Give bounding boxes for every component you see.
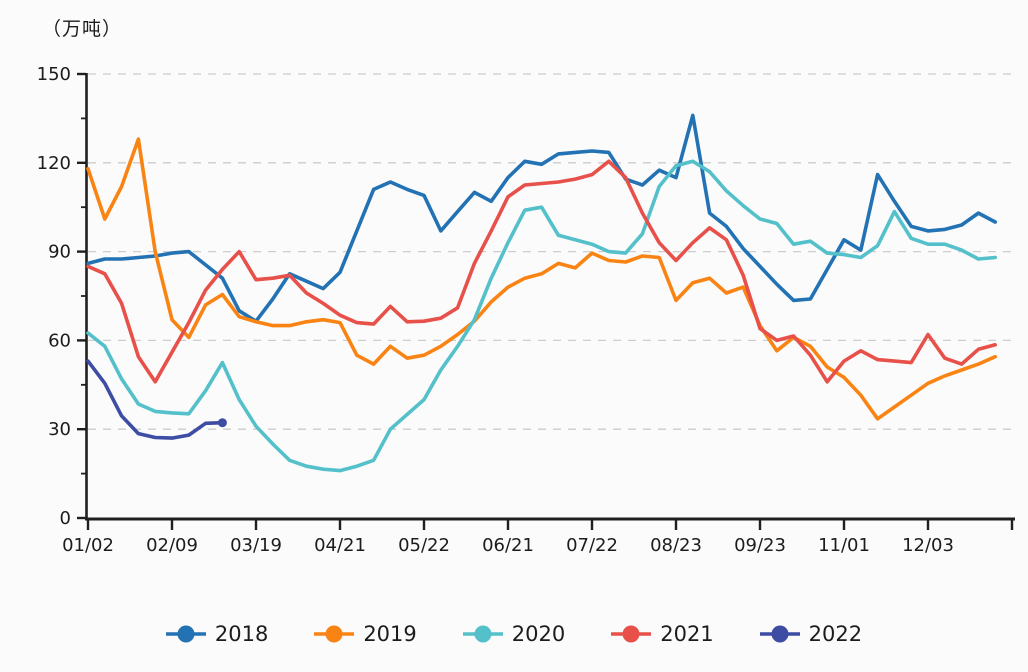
y-tick-label-120: 120 (37, 153, 71, 174)
x-tick-label-10: 12/03 (902, 535, 954, 556)
x-tick-label-8: 09/23 (734, 535, 786, 556)
legend-label-2019: 2019 (363, 622, 417, 646)
series-line-2018 (86, 113, 998, 324)
x-tick-label-9: 11/01 (818, 535, 870, 556)
chart-legend: 2018 2019 2020 2021 2022 (0, 622, 1028, 646)
y-tick-label-30: 30 (48, 419, 71, 440)
y-tick-label-150: 150 (37, 64, 71, 85)
legend-item-2022[interactable]: 2022 (759, 622, 863, 646)
legend-marker-2019 (314, 625, 355, 643)
x-tick-label-2: 03/19 (230, 535, 282, 556)
x-tick-label-0: 01/02 (62, 535, 114, 556)
line-chart: 0 30 60 90 120 150 01/02 02/09 03/19 04/21 05/22 06… (37, 64, 1015, 556)
legend-item-2021[interactable]: 2021 (611, 622, 714, 646)
legend-label-2020: 2020 (511, 622, 566, 646)
chart-unit-label: （万吨） (42, 18, 123, 40)
y-tick-label-60: 60 (48, 330, 71, 351)
x-tick-label-5: 06/21 (482, 535, 534, 556)
series-line-2022 (86, 359, 225, 440)
legend-marker-2020 (462, 625, 503, 643)
series-line-2020 (86, 159, 998, 473)
y-tick-label-90: 90 (48, 242, 71, 263)
legend-item-2019[interactable]: 2019 (314, 622, 417, 646)
x-tick-label-1: 02/09 (146, 535, 198, 556)
x-tick-label-4: 05/22 (398, 535, 450, 556)
y-tick-label-0: 0 (60, 508, 71, 529)
legend-item-2020[interactable]: 2020 (462, 622, 566, 646)
x-tick-label-6: 07/22 (566, 535, 618, 556)
legend-label-2018: 2018 (214, 622, 269, 646)
series-line-2019 (86, 137, 998, 421)
series-end-dot-2022 (217, 418, 227, 428)
legend-marker-2018 (165, 625, 206, 643)
x-tick-label-3: 04/21 (314, 535, 366, 556)
legend-marker-2021 (611, 625, 652, 643)
legend-item-2018[interactable]: 2018 (165, 622, 269, 646)
series-line-2021 (86, 159, 998, 384)
legend-label-2021: 2021 (660, 622, 714, 646)
x-tick-label-7: 08/23 (650, 535, 702, 556)
legend-label-2022: 2022 (808, 622, 863, 646)
legend-marker-2022 (759, 625, 800, 643)
